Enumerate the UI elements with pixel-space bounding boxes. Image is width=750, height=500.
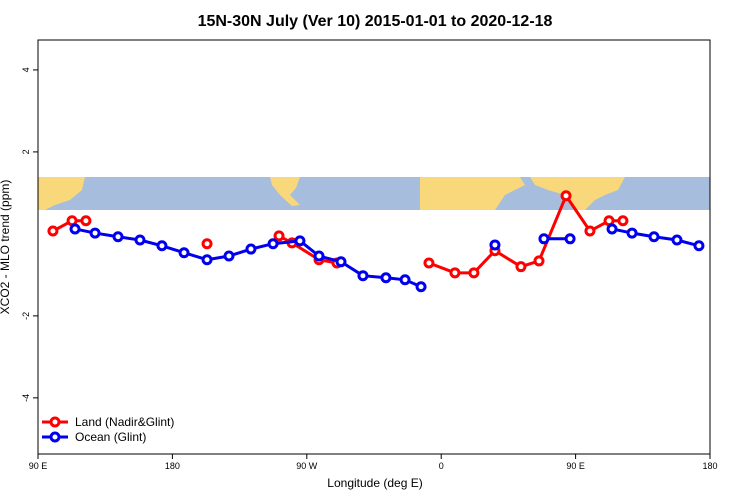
x-tick-label: 0 [439, 461, 444, 471]
data-point [357, 270, 369, 282]
data-point [515, 261, 527, 273]
data-point [156, 240, 168, 252]
data-point [617, 215, 629, 227]
data-point [223, 250, 235, 262]
y-tick-label: 4 [21, 67, 31, 72]
data-point [533, 255, 545, 267]
map-band [38, 177, 710, 210]
data-point [80, 215, 92, 227]
data-point [564, 233, 576, 245]
data-point [423, 257, 435, 269]
y-tick-label: 2 [21, 149, 31, 154]
data-point [584, 225, 596, 237]
data-point [47, 225, 59, 237]
data-point [468, 267, 480, 279]
x-tick-label: 90 E [566, 461, 585, 471]
data-point [606, 223, 618, 235]
data-point [294, 235, 306, 247]
data-point [415, 281, 427, 293]
legend-marker [49, 416, 61, 428]
data-point [89, 227, 101, 239]
data-point [399, 274, 411, 286]
data-point [671, 234, 683, 246]
data-point [693, 240, 705, 252]
chart-title: 15N-30N July (Ver 10) 2015-01-01 to 2020… [198, 13, 553, 30]
data-point [273, 230, 285, 242]
data-point [313, 250, 325, 262]
data-point [489, 239, 501, 251]
data-point [178, 247, 190, 259]
data-point [380, 272, 392, 284]
data-point [201, 254, 213, 266]
data-point [538, 233, 550, 245]
plot-frame [37, 39, 711, 455]
data-point [626, 227, 638, 239]
data-point [201, 238, 213, 250]
data-point [112, 231, 124, 243]
data-point [335, 256, 347, 268]
data-point [648, 231, 660, 243]
y-axis-label: XCO2 - MLO trend (ppm) [0, 180, 12, 315]
data-point [134, 234, 146, 246]
legend-marker [49, 431, 61, 443]
x-tick-label: 90 E [29, 461, 48, 471]
legend-label: Ocean (Glint) [75, 430, 146, 444]
x-axis-label: Longitude (deg E) [327, 476, 422, 490]
data-point [245, 243, 257, 255]
data-point [449, 267, 461, 279]
data-point [560, 190, 572, 202]
y-tick-label: -2 [21, 312, 31, 320]
y-tick-label: -4 [21, 394, 31, 402]
x-tick-label: 180 [702, 461, 717, 471]
data-point [69, 223, 81, 235]
x-tick-label: 90 W [296, 461, 318, 471]
data-point [267, 238, 279, 250]
legend-label: Land (Nadir&Glint) [75, 415, 174, 429]
x-tick-label: 180 [165, 461, 180, 471]
